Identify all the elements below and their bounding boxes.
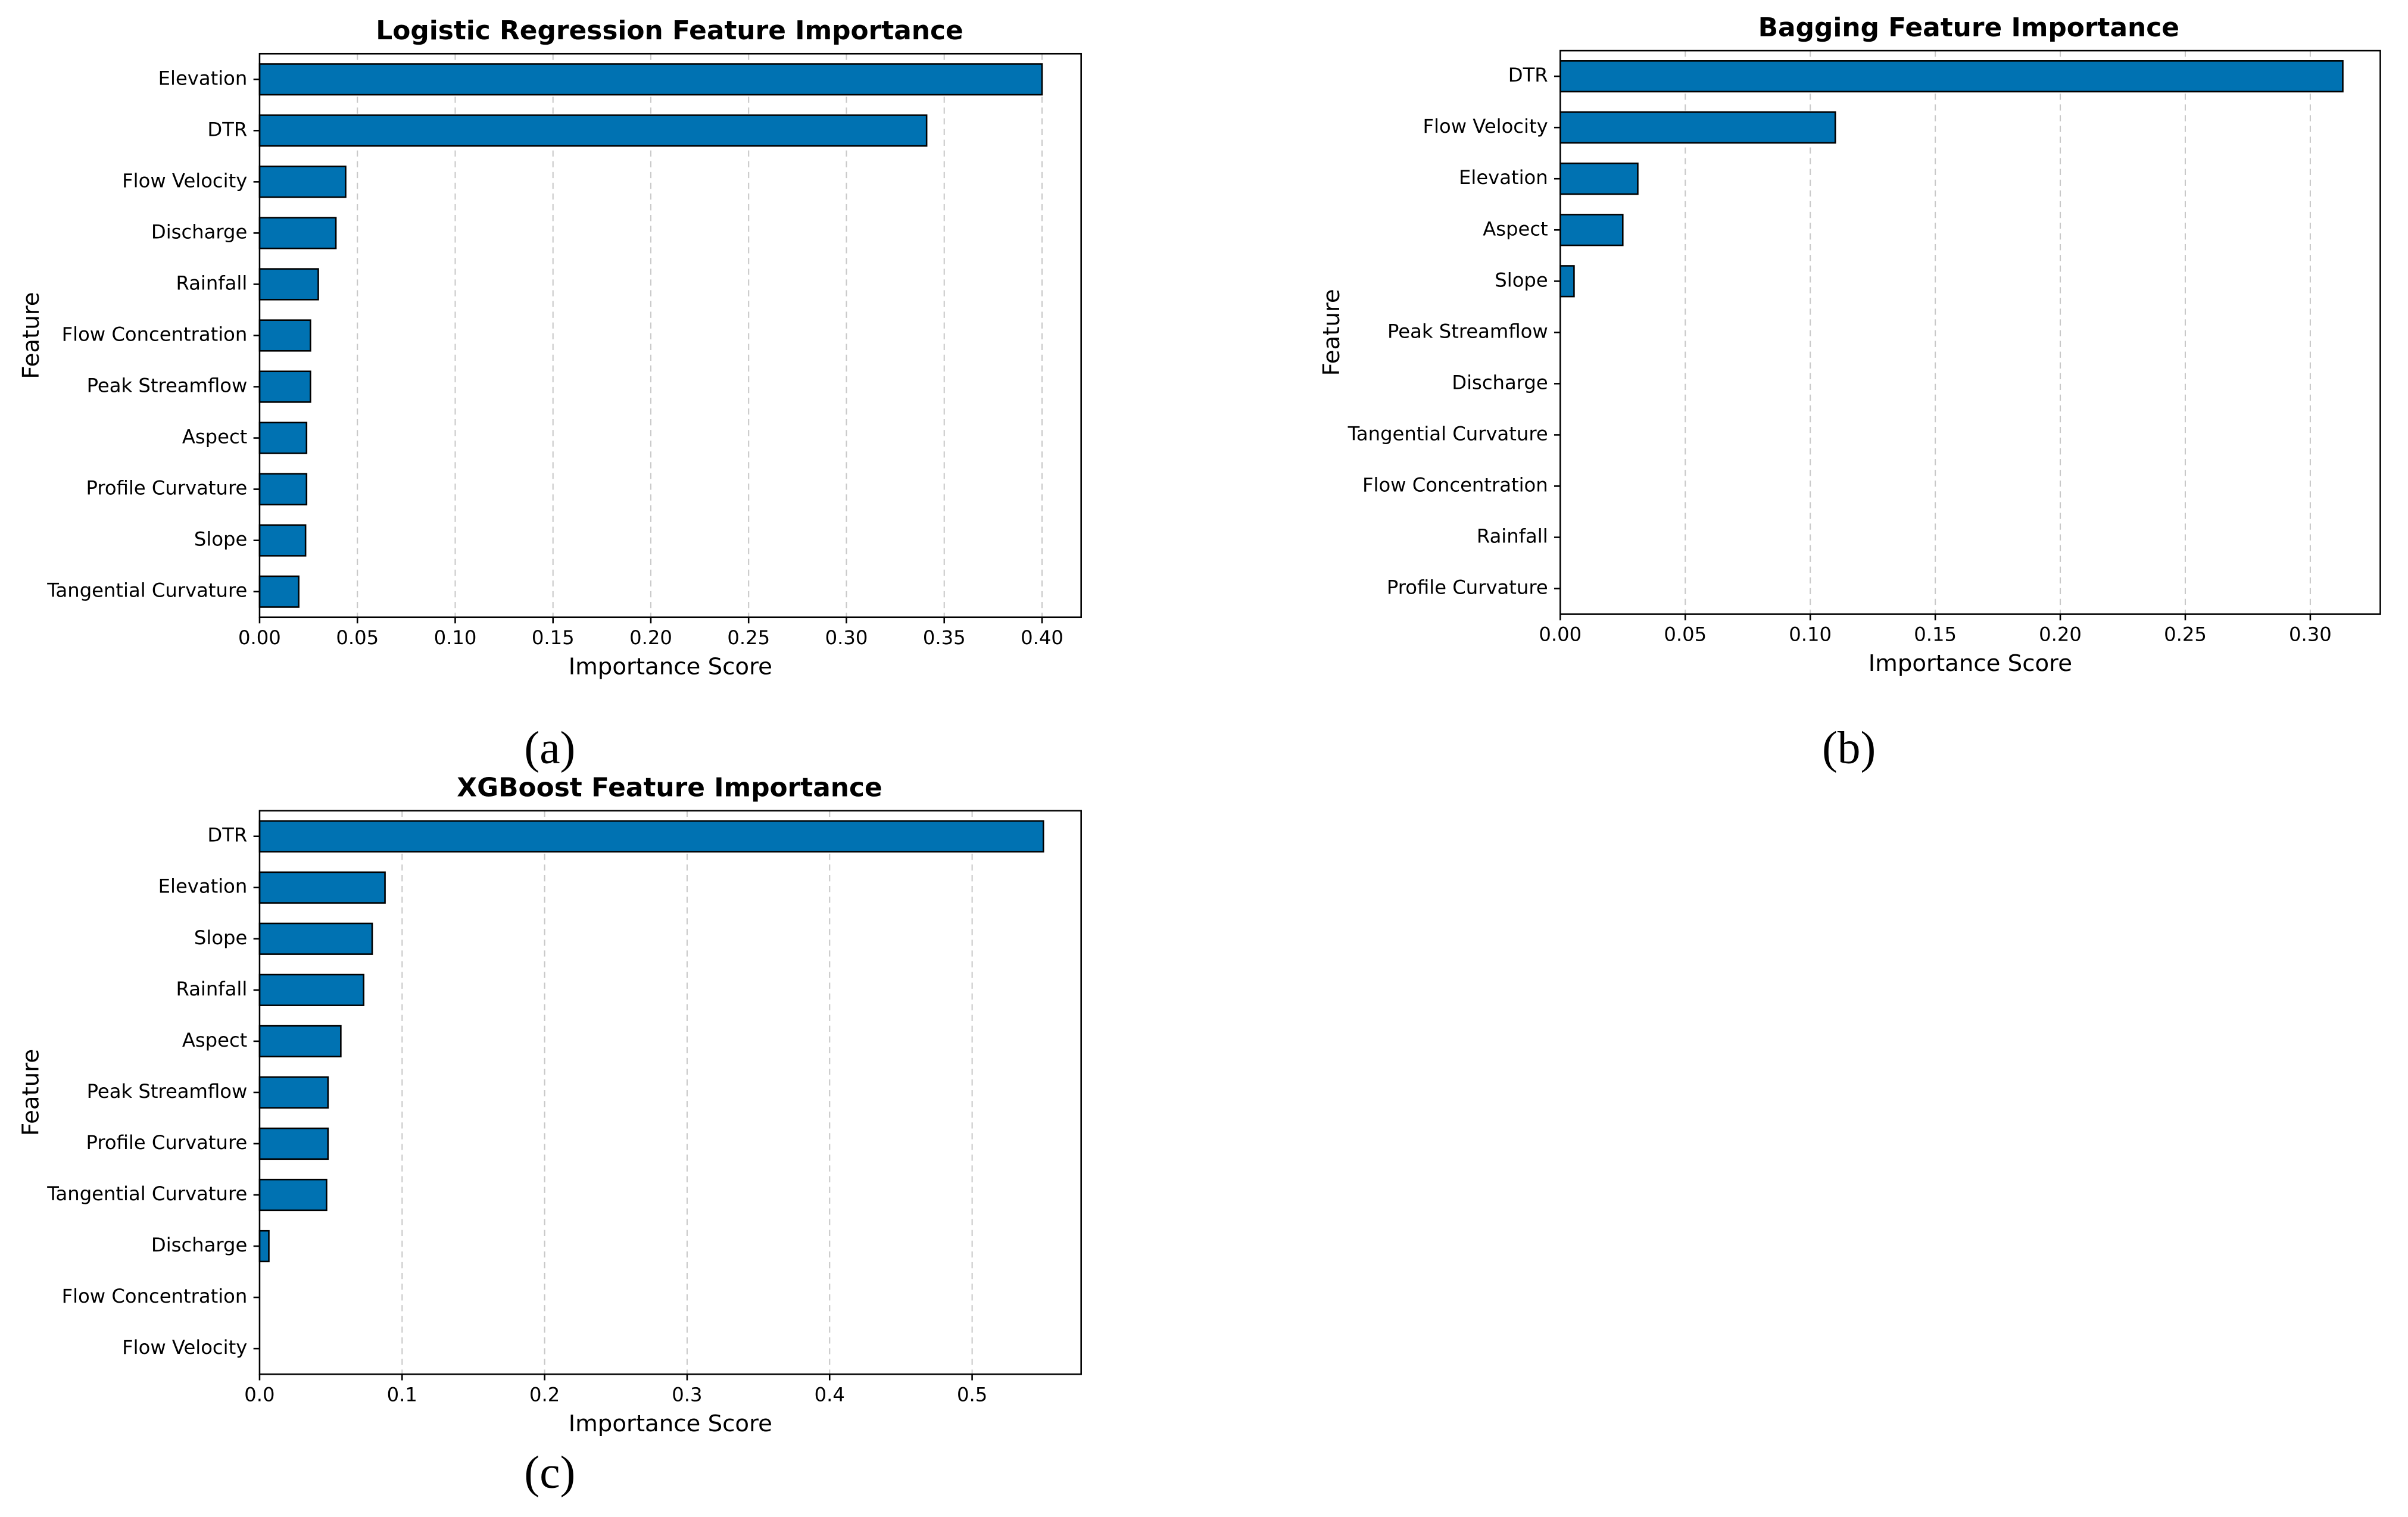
y-tick-label: Rainfall: [176, 271, 248, 294]
x-tick-label: 0.5: [957, 1383, 987, 1406]
x-tick-label: 0.35: [923, 626, 966, 649]
y-tick-label: Tangential Curvature: [1348, 422, 1548, 445]
plot-frame: [258, 810, 1082, 1375]
x-tick-label: 0.0: [244, 1383, 275, 1406]
x-tick-label: 0.25: [2164, 623, 2207, 646]
y-tick-label: Slope: [194, 528, 247, 551]
chart-title: Bagging Feature Importance: [1758, 13, 2179, 43]
bar: [258, 871, 386, 904]
bar: [258, 114, 928, 147]
bar: [258, 1229, 270, 1263]
bar: [258, 217, 337, 249]
bar: [258, 1127, 329, 1160]
x-tick-label: 0.15: [532, 626, 575, 649]
x-tick-label: 0.05: [1664, 623, 1707, 646]
bar: [258, 268, 319, 301]
x-axis-label: Importance Score: [569, 653, 772, 680]
panel-label: (b): [1822, 722, 1876, 773]
x-tick-label: 0.15: [1914, 623, 1957, 646]
bar: [258, 63, 1043, 96]
y-tick-label: Discharge: [1452, 371, 1548, 394]
y-tick-label: Aspect: [182, 1029, 247, 1051]
bar: [258, 1178, 327, 1212]
x-axis-label: Importance Score: [1869, 650, 2072, 677]
plot-frame: [1559, 49, 2381, 615]
y-tick-label: Peak Streamflow: [1387, 320, 1548, 342]
y-tick-label: DTR: [207, 118, 247, 141]
bar: [258, 422, 308, 454]
x-tick-label: 0.4: [815, 1383, 845, 1406]
y-tick-label: Elevation: [158, 875, 248, 898]
x-tick-label: 0.1: [387, 1383, 417, 1406]
y-tick-label: DTR: [1508, 64, 1548, 86]
y-tick-label: Aspect: [1483, 217, 1548, 240]
bar: [1559, 163, 1639, 195]
y-tick-label: Slope: [1495, 269, 1548, 291]
y-tick-label: Discharge: [151, 220, 247, 243]
y-tick-label: DTR: [207, 824, 247, 847]
y-tick-label: Flow Velocity: [1423, 115, 1548, 138]
y-tick-label: Aspect: [182, 426, 247, 448]
y-tick-label: Rainfall: [176, 978, 248, 1000]
bar: [258, 1025, 342, 1057]
y-tick-label: Flow Velocity: [122, 169, 247, 192]
y-tick-label: Profile Curvature: [86, 1131, 248, 1154]
x-tick-label: 0.20: [2039, 623, 2082, 646]
bar: [258, 319, 311, 352]
bar: [258, 820, 1044, 853]
x-tick-label: 0.05: [336, 626, 379, 649]
y-tick-label: Peak Streamflow: [87, 1080, 248, 1103]
y-tick-label: Flow Concentration: [62, 1285, 248, 1307]
x-tick-label: 0.10: [1789, 623, 1832, 646]
bar: [258, 973, 364, 1006]
y-tick-label: Flow Concentration: [62, 323, 248, 346]
y-tick-label: Flow Concentration: [1362, 473, 1548, 496]
y-axis-label: Feature: [18, 292, 45, 379]
y-tick-label: Tangential Curvature: [46, 1182, 247, 1205]
y-tick-label: Elevation: [158, 67, 248, 89]
chart-title: Logistic Regression Feature Importance: [376, 15, 963, 46]
x-tick-label: 0.40: [1021, 626, 1063, 649]
x-tick-label: 0.00: [1539, 623, 1582, 646]
bar: [258, 370, 311, 403]
panel-label: (a): [524, 722, 575, 773]
x-tick-label: 0.30: [2289, 623, 2332, 646]
x-tick-label: 0.2: [529, 1383, 560, 1406]
panel-label: (c): [524, 1447, 575, 1498]
bar: [1559, 60, 2344, 93]
y-axis-label: Feature: [1318, 289, 1345, 376]
bar: [258, 575, 300, 608]
x-tick-label: 0.20: [629, 626, 672, 649]
y-tick-label: Profile Curvature: [86, 477, 248, 500]
bar: [1559, 265, 1575, 298]
y-tick-label: Rainfall: [1477, 525, 1548, 548]
bar: [258, 473, 308, 505]
x-tick-label: 0.25: [727, 626, 770, 649]
bar: [258, 922, 373, 955]
x-tick-label: 0.00: [238, 626, 281, 649]
x-tick-label: 0.3: [672, 1383, 702, 1406]
chart-title: XGBoost Feature Importance: [457, 773, 882, 803]
plot-frame: [258, 52, 1082, 619]
x-tick-label: 0.30: [825, 626, 868, 649]
x-tick-label: 0.10: [434, 626, 477, 649]
bar: [258, 1076, 329, 1109]
bar: [258, 166, 347, 198]
y-tick-label: Elevation: [1459, 166, 1548, 189]
y-tick-label: Slope: [194, 926, 247, 949]
x-axis-label: Importance Score: [569, 1410, 772, 1437]
bar: [1559, 111, 1836, 144]
y-tick-label: Flow Velocity: [122, 1336, 247, 1359]
y-tick-label: Discharge: [151, 1234, 247, 1256]
bar: [1559, 214, 1624, 246]
y-tick-label: Profile Curvature: [1387, 576, 1548, 599]
bar: [258, 524, 307, 557]
y-tick-label: Peak Streamflow: [87, 374, 248, 397]
y-axis-label: Feature: [18, 1049, 45, 1136]
y-tick-label: Tangential Curvature: [46, 579, 247, 602]
